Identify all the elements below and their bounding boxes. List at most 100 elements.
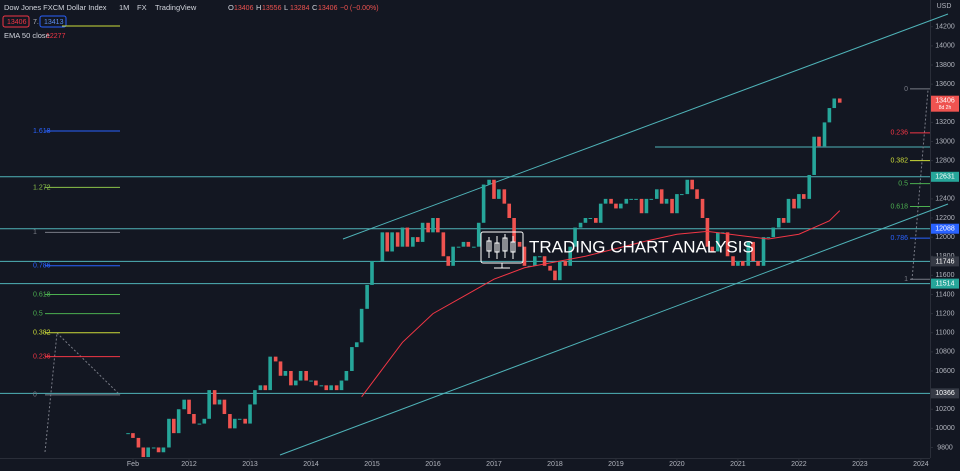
candle xyxy=(451,246,455,266)
candle xyxy=(670,198,674,214)
y-tick-label: 12400 xyxy=(935,196,955,203)
candle xyxy=(141,447,146,458)
level-label: 11514 xyxy=(936,280,955,287)
y-tick-label: 10000 xyxy=(935,425,955,432)
fib-label: 0.618 xyxy=(890,203,908,210)
sell-box[interactable] xyxy=(2,15,30,28)
candle xyxy=(304,370,308,381)
ohlc-value: 13556 xyxy=(262,5,282,12)
candle xyxy=(568,246,572,266)
fib-label: 1 xyxy=(33,229,37,236)
legend-entry: EMA 50 close xyxy=(4,31,50,40)
legend-value: 12277 xyxy=(46,33,66,40)
x-tick-label: 2013 xyxy=(242,461,258,468)
y-tick-label: 13600 xyxy=(935,81,955,88)
candle xyxy=(497,189,501,199)
candle xyxy=(420,222,425,242)
candle xyxy=(253,390,257,405)
interval: 1M xyxy=(119,3,129,12)
candle xyxy=(578,222,583,228)
candle xyxy=(573,227,577,247)
price-tag-value: 13406 xyxy=(935,98,955,105)
candle xyxy=(314,380,318,386)
y-tick-label: 11000 xyxy=(936,330,955,337)
candle xyxy=(217,399,222,405)
level-label: 12631 xyxy=(935,174,955,181)
candle xyxy=(222,399,227,415)
x-tick-label: 2018 xyxy=(547,461,563,468)
candle xyxy=(594,218,598,223)
y-tick-label: 10600 xyxy=(935,368,955,375)
x-tick-label: Feb xyxy=(127,461,139,468)
y-tick-label: 11600 xyxy=(936,272,955,279)
candle xyxy=(619,203,623,209)
candle xyxy=(614,203,618,209)
candle xyxy=(136,437,141,448)
ohlc-value: 13406 xyxy=(318,5,338,12)
ohlc-label: O xyxy=(228,3,234,12)
candle xyxy=(354,342,359,348)
fib-trend xyxy=(56,332,121,396)
candle xyxy=(156,447,161,453)
fib-label: 1.272 xyxy=(33,184,51,191)
currency: USD xyxy=(937,3,952,10)
fib-label: 0.382 xyxy=(890,157,908,164)
candle xyxy=(736,261,740,266)
candle xyxy=(415,237,420,242)
candle xyxy=(319,385,324,387)
candle xyxy=(731,256,735,266)
level-tag xyxy=(931,278,959,289)
level-tag xyxy=(931,256,959,267)
exchange: FX xyxy=(137,3,147,12)
candle xyxy=(248,404,252,424)
candle xyxy=(370,261,374,285)
candle xyxy=(146,447,150,458)
price-tag-countdown: 8d 2h xyxy=(939,105,952,111)
candle xyxy=(237,418,242,420)
candle xyxy=(685,179,690,195)
x-tick-label: 2017 xyxy=(486,461,502,468)
candle xyxy=(537,256,542,258)
y-tick-label: 12200 xyxy=(935,215,955,222)
candle xyxy=(441,232,446,257)
candle xyxy=(751,241,755,262)
ohlc-value: 13284 xyxy=(290,5,310,12)
x-tick-label: 2024 xyxy=(913,461,929,468)
x-tick-label: 2014 xyxy=(303,461,319,468)
x-tick-label: 2019 xyxy=(608,461,624,468)
candle xyxy=(548,265,552,271)
candle xyxy=(817,136,821,147)
fib-label: 0 xyxy=(33,392,37,399)
candle xyxy=(583,218,588,223)
x-tick-label: 2022 xyxy=(791,461,807,468)
y-tick-label: 14000 xyxy=(935,43,955,50)
candle xyxy=(705,218,710,247)
candle xyxy=(278,361,283,376)
ema-line xyxy=(361,210,841,398)
candle xyxy=(649,198,654,200)
watermark-icon xyxy=(480,231,524,269)
fib-label: 0.786 xyxy=(33,263,51,270)
channel-upper xyxy=(342,13,949,240)
buy-box[interactable] xyxy=(39,15,67,28)
candle xyxy=(807,174,812,199)
candle xyxy=(431,218,435,233)
candle xyxy=(563,261,568,266)
candle xyxy=(436,218,440,233)
candle xyxy=(151,447,156,449)
candle xyxy=(176,409,181,434)
candle xyxy=(344,370,349,381)
candle xyxy=(161,447,166,453)
candle xyxy=(481,184,486,223)
candle xyxy=(395,232,400,247)
candle xyxy=(197,423,202,425)
candle xyxy=(212,390,217,405)
candle xyxy=(624,198,629,204)
fib-label: 0 xyxy=(904,86,908,93)
candle xyxy=(487,179,491,185)
candle xyxy=(243,418,247,424)
fib-label: 1.618 xyxy=(33,128,51,135)
y-tick-label: 10800 xyxy=(935,349,955,356)
level-label: 10366 xyxy=(935,390,955,397)
